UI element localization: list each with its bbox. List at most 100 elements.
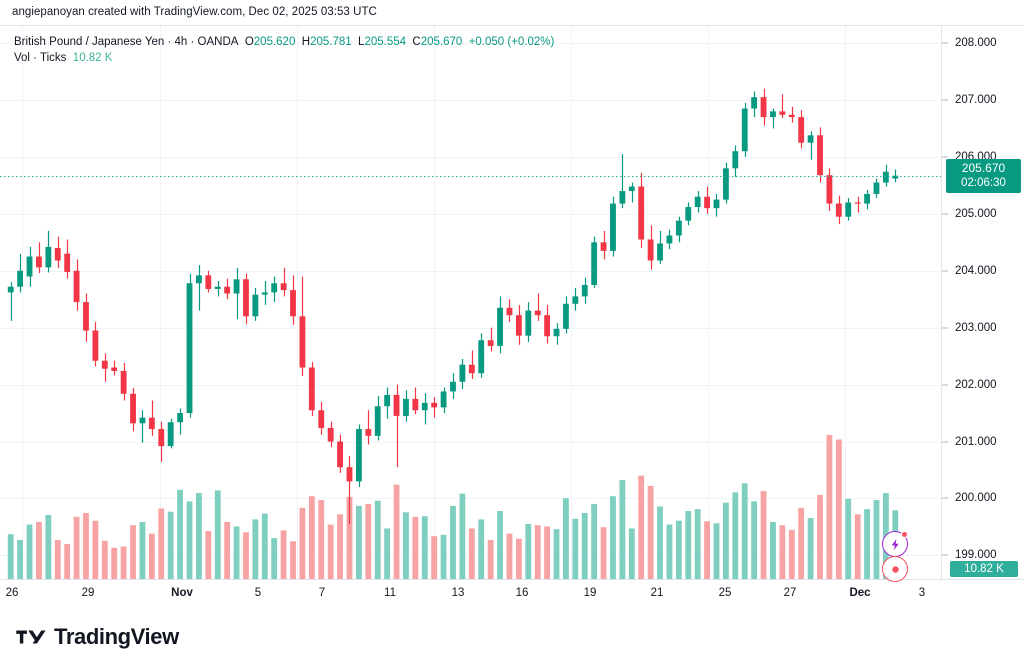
volume-bar [7, 534, 14, 579]
candle-body [638, 186, 645, 240]
candle-body [196, 275, 202, 284]
candle-body [148, 417, 155, 430]
volume-bar [694, 509, 701, 579]
price-tick-dash [942, 213, 948, 215]
current-price-value: 205.670 [961, 160, 1006, 175]
volume-bar [685, 511, 692, 579]
volume-bar [186, 501, 193, 579]
tradingview-logo-text: TradingView [54, 623, 179, 649]
candle-body [280, 283, 287, 291]
candle-body [92, 330, 99, 361]
volume-bar [666, 524, 673, 579]
candle-body [440, 391, 447, 408]
candle-body [120, 370, 127, 394]
alert-lightning-button[interactable] [882, 531, 908, 557]
candle-body [421, 402, 428, 411]
candle-body [619, 191, 626, 204]
time-tick-label: 11 [384, 587, 396, 599]
volume-bar [26, 524, 33, 579]
candle-body [374, 406, 381, 436]
volume-bar [581, 512, 588, 579]
candle-body [563, 303, 569, 329]
tradingview-logo[interactable]: TradingView [16, 624, 179, 650]
candle-body [544, 315, 551, 337]
volume-bar [478, 519, 485, 579]
candle-body [308, 367, 315, 411]
candle-body [817, 135, 823, 176]
candle-body [779, 111, 786, 115]
volume-bar [158, 508, 165, 579]
volume-bar [826, 435, 833, 579]
volume-bar [675, 520, 682, 579]
volume-bar [130, 525, 136, 579]
candle-body [826, 175, 833, 204]
candle-body [610, 203, 616, 251]
time-tick-label: Dec [849, 587, 871, 599]
price-tick-label: 199.000 [955, 549, 997, 562]
candle-body [685, 207, 692, 221]
volume-bar [233, 526, 240, 579]
candle-body [403, 398, 409, 416]
candle-body [54, 248, 61, 261]
volume-bar [101, 540, 108, 579]
candle-body [7, 286, 14, 293]
candle-body [224, 286, 231, 294]
volume-bar [638, 475, 645, 579]
candle-body [704, 196, 710, 209]
candle-body [788, 114, 795, 118]
candle-body [130, 393, 136, 424]
price-tick-dash [942, 99, 948, 101]
candle-body [835, 203, 842, 217]
price-tick-label: 205.000 [955, 207, 997, 220]
volume-bar [403, 512, 409, 579]
time-tick-label: 21 [650, 587, 664, 599]
candle-body [252, 294, 259, 317]
candle-body [713, 199, 720, 209]
replay-record-button[interactable] [882, 556, 908, 582]
price-tick-label: 201.000 [955, 435, 997, 448]
candle-body [807, 135, 814, 143]
volume-bar [487, 540, 494, 579]
candle-body [760, 97, 767, 118]
volume-bar [760, 491, 767, 579]
volume-bar [280, 530, 287, 579]
candle-body [64, 253, 71, 272]
footer: TradingView [0, 608, 1024, 665]
time-axis[interactable]: 26 29 Nov 5 7 11 13 16 19 21 25 27 Dec 3 [0, 580, 941, 608]
current-price-badge[interactable]: 205.670 02:06:30 [946, 158, 1021, 193]
price-axis[interactable]: 208.000 207.000 206.000 205.000 204.000 203.0… [941, 25, 1024, 580]
candle-body [205, 275, 212, 289]
candle-body [101, 360, 108, 369]
price-tick-label: 207.000 [955, 94, 997, 106]
volume-bar [600, 527, 607, 579]
time-tick-label: 16 [515, 587, 529, 599]
chart-pane[interactable]: British Pound / Japanese Yen · 4h · OAND… [0, 25, 941, 580]
volume-bar [459, 493, 466, 579]
candle-body [158, 429, 165, 447]
candle-body [177, 413, 184, 423]
price-tick-dash [942, 270, 948, 272]
price-tick-dash [942, 327, 948, 329]
candle-body [741, 108, 748, 152]
candle-body [478, 340, 485, 374]
volume-bar [148, 533, 155, 579]
alert-badge-dot [901, 531, 908, 538]
volume-bar [628, 528, 635, 579]
candle-body [327, 427, 334, 442]
candle-body [139, 417, 146, 424]
volume-bar [845, 498, 852, 579]
price-tick-dash [942, 554, 948, 556]
candle-body [525, 310, 532, 336]
volume-bar [374, 500, 381, 579]
volume-bar [83, 512, 89, 579]
time-tick-label: 5 [254, 587, 262, 599]
price-tick-label: 203.000 [955, 321, 997, 334]
volume-bar [798, 507, 805, 579]
time-tick-label: 25 [718, 587, 732, 599]
volume-bar [214, 490, 221, 579]
candle-body [26, 256, 33, 277]
volume-bar [290, 541, 296, 579]
candle-body [572, 296, 579, 304]
candle-body [675, 220, 682, 236]
volume-bar [36, 522, 42, 579]
